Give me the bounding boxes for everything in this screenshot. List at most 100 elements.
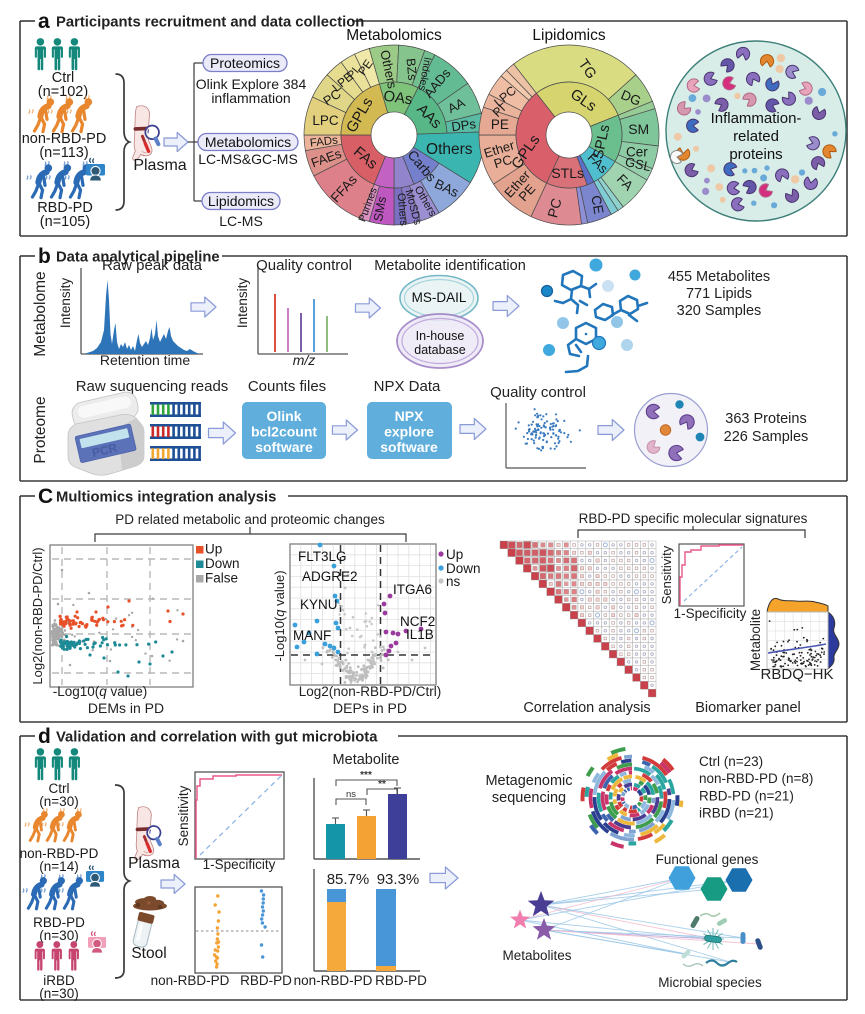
svg-text:LC-MS: LC-MS bbox=[219, 213, 263, 229]
svg-text:Up: Up bbox=[446, 547, 463, 562]
svg-text:SM: SM bbox=[628, 121, 649, 137]
svg-text:Ctrl: Ctrl bbox=[49, 781, 70, 796]
svg-text:Metabolite: Metabolite bbox=[333, 752, 400, 768]
svg-text:RBD-PD: RBD-PD bbox=[375, 973, 427, 988]
svg-text:FADs: FADs bbox=[309, 134, 339, 149]
svg-text:(n=113): (n=113) bbox=[39, 145, 88, 161]
svg-text:1-Specificity: 1-Specificity bbox=[203, 857, 276, 872]
svg-text:Quality control: Quality control bbox=[256, 257, 352, 274]
svg-text:Sensitivity: Sensitivity bbox=[176, 785, 191, 846]
svg-text:ns: ns bbox=[446, 574, 461, 589]
svg-text:database: database bbox=[414, 343, 465, 357]
svg-text:Log2(non-RBD-PD/Ctrl): Log2(non-RBD-PD/Ctrl) bbox=[299, 684, 442, 699]
svg-text:NPX: NPX bbox=[395, 408, 424, 424]
svg-text:C: C bbox=[38, 485, 53, 508]
svg-text:Participants recruitment and d: Participants recruitment and data collec… bbox=[56, 15, 364, 31]
svg-text:RBDQ−HK: RBDQ−HK bbox=[761, 666, 834, 683]
svg-text:(n=30): (n=30) bbox=[39, 928, 78, 943]
svg-text:85.7%: 85.7% bbox=[327, 871, 370, 888]
svg-text:sequencing: sequencing bbox=[492, 790, 566, 806]
svg-text:RBD-PD: RBD-PD bbox=[33, 915, 85, 930]
svg-text:Inflammation-: Inflammation- bbox=[711, 110, 802, 127]
svg-text:Microbial species: Microbial species bbox=[658, 975, 762, 990]
svg-text:Ctrl: Ctrl bbox=[52, 70, 75, 86]
svg-text:DPs: DPs bbox=[450, 116, 477, 134]
svg-text:1-Specificity: 1-Specificity bbox=[674, 606, 747, 621]
svg-text:SMs: SMs bbox=[371, 195, 389, 222]
svg-text:AA: AA bbox=[445, 95, 468, 116]
svg-text:Metabolome: Metabolome bbox=[32, 271, 49, 356]
svg-text:DG: DG bbox=[619, 87, 644, 109]
svg-text:(n=105): (n=105) bbox=[40, 214, 90, 230]
svg-text:PD related metabolic and prote: PD related metabolic and proteomic chang… bbox=[115, 512, 385, 527]
svg-text:explore: explore bbox=[384, 424, 434, 440]
svg-text:Down: Down bbox=[205, 556, 240, 571]
svg-text:CE: CE bbox=[588, 194, 606, 215]
svg-text:Validation and correlation wit: Validation and correlation with gut micr… bbox=[56, 730, 378, 746]
svg-text:Olink: Olink bbox=[266, 408, 301, 424]
svg-text:93.3%: 93.3% bbox=[377, 871, 420, 888]
svg-text:Up: Up bbox=[205, 542, 222, 557]
svg-text:iRBD (n=21): iRBD (n=21) bbox=[699, 806, 774, 821]
svg-text:Correlation analysis: Correlation analysis bbox=[523, 700, 650, 716]
svg-text:Down: Down bbox=[446, 561, 481, 576]
svg-text:related: related bbox=[733, 128, 779, 145]
svg-text:d: d bbox=[38, 725, 51, 748]
svg-text:Metabolite identification: Metabolite identification bbox=[374, 258, 526, 274]
svg-text:Lipidomics: Lipidomics bbox=[532, 27, 605, 44]
svg-text:**: ** bbox=[378, 779, 386, 790]
svg-text:b: b bbox=[38, 245, 51, 268]
svg-text:Data analytical pipeline: Data analytical pipeline bbox=[56, 250, 220, 266]
svg-text:Raw suquencing reads: Raw suquencing reads bbox=[76, 378, 229, 395]
svg-text:Metabolite: Metabolite bbox=[748, 609, 763, 671]
svg-text:Olink Explore 384: Olink Explore 384 bbox=[196, 76, 307, 92]
svg-text:-Log10(q value): -Log10(q value) bbox=[53, 684, 148, 699]
svg-text:non-RBD-PD: non-RBD-PD bbox=[151, 973, 230, 988]
svg-text:Quality control: Quality control bbox=[490, 384, 586, 401]
svg-text:Others: Others bbox=[426, 141, 473, 158]
svg-text:Lipidomics: Lipidomics bbox=[208, 193, 274, 209]
svg-text:non-RBD-PD: non-RBD-PD bbox=[294, 973, 373, 988]
svg-text:OAs: OAs bbox=[382, 87, 413, 108]
svg-text:Raw peak data: Raw peak data bbox=[102, 257, 203, 274]
svg-text:GSL: GSL bbox=[624, 154, 653, 174]
svg-text:In-house: In-house bbox=[416, 329, 465, 343]
svg-text:PC: PC bbox=[492, 152, 514, 172]
svg-text:226 Samples: 226 Samples bbox=[724, 429, 809, 445]
svg-text:DEPs in PD: DEPs in PD bbox=[333, 700, 407, 716]
svg-text:Metabolites: Metabolites bbox=[502, 948, 571, 963]
svg-text:Functional genes: Functional genes bbox=[656, 852, 759, 867]
svg-text:ITGA6: ITGA6 bbox=[393, 582, 432, 597]
svg-text:SPLs: SPLs bbox=[591, 123, 614, 160]
svg-text:Plasma: Plasma bbox=[133, 157, 186, 174]
svg-text:***: *** bbox=[360, 770, 372, 781]
svg-text:Others: Others bbox=[395, 192, 410, 226]
svg-text:Plasma: Plasma bbox=[128, 855, 180, 872]
svg-text:Metagenomic: Metagenomic bbox=[485, 773, 572, 789]
svg-text:Proteome: Proteome bbox=[32, 396, 49, 463]
svg-text:KYNU: KYNU bbox=[300, 597, 338, 612]
svg-text:inflammation: inflammation bbox=[211, 90, 290, 106]
svg-text:RBD-PD: RBD-PD bbox=[240, 973, 292, 988]
svg-text:MANF: MANF bbox=[293, 628, 331, 643]
svg-text:Indoles: Indoles bbox=[416, 56, 434, 91]
svg-text:Sensitivity: Sensitivity bbox=[659, 545, 674, 604]
svg-text:Multiomics integration analysi: Multiomics integration analysis bbox=[56, 490, 276, 506]
svg-text:PCR: PCR bbox=[91, 441, 119, 460]
svg-text:Cer: Cer bbox=[626, 145, 648, 160]
svg-text:non-RBD-PD: non-RBD-PD bbox=[20, 846, 99, 861]
svg-text:NCF2: NCF2 bbox=[400, 614, 435, 629]
svg-text:771 Lipids: 771 Lipids bbox=[686, 286, 752, 302]
svg-text:ns: ns bbox=[346, 789, 356, 800]
svg-text:PE: PE bbox=[491, 117, 509, 132]
svg-text:RBD-PD: RBD-PD bbox=[37, 200, 93, 216]
svg-text:Metabolomics: Metabolomics bbox=[205, 134, 291, 150]
svg-text:RBD-PD (n=21): RBD-PD (n=21) bbox=[699, 788, 794, 803]
svg-text:363 Proteins: 363 Proteins bbox=[725, 411, 806, 427]
svg-text:320 Samples: 320 Samples bbox=[677, 303, 762, 319]
svg-text:bcl2count: bcl2count bbox=[251, 424, 317, 440]
svg-text:(n=30): (n=30) bbox=[39, 794, 78, 809]
svg-text:Counts files: Counts files bbox=[248, 378, 326, 395]
svg-text:BZs: BZs bbox=[404, 58, 420, 81]
svg-text:455 Metabolites: 455 Metabolites bbox=[668, 269, 770, 285]
